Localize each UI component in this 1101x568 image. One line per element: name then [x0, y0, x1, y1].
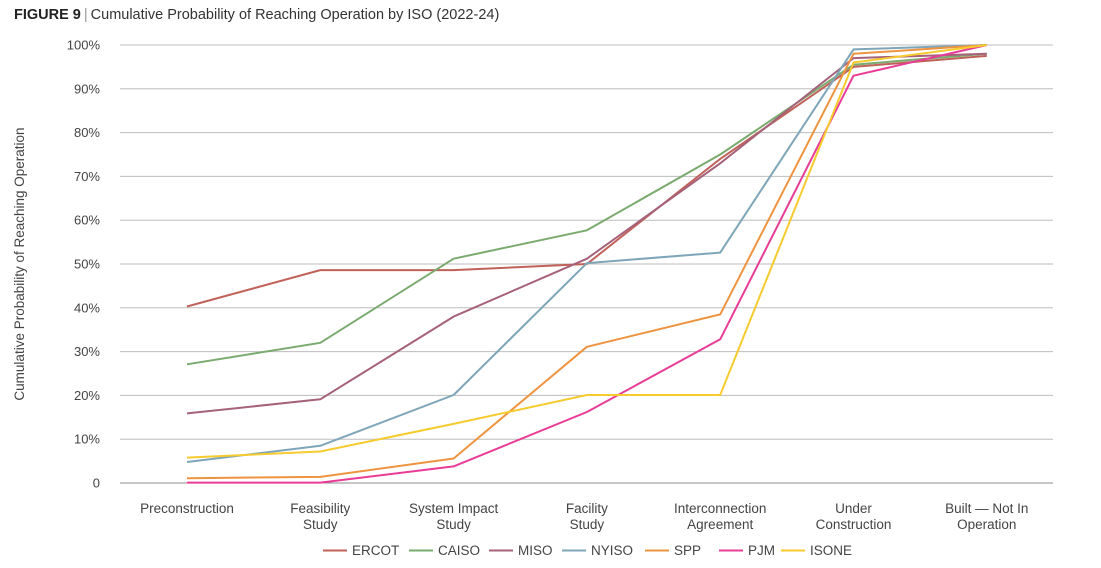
x-tick-label: Preconstruction — [140, 501, 234, 516]
y-tick-label: 70% — [74, 169, 100, 184]
legend-label-pjm: PJM — [748, 543, 775, 558]
figure-title-text: Cumulative Probability of Reaching Opera… — [90, 7, 500, 23]
x-tick-label: Feasibility Study — [290, 501, 350, 532]
x-tick-label-line: Built — Not In — [945, 501, 1028, 516]
series-line-miso — [186, 52, 987, 415]
y-tick-label: 60% — [74, 213, 100, 228]
legend-label-miso: MISO — [518, 543, 553, 558]
legend-label-isone: ISONE — [810, 543, 852, 558]
legend-label-spp: SPP — [674, 543, 701, 558]
series-line-caiso — [186, 52, 987, 366]
x-tick-label: Facility Study — [566, 501, 608, 532]
y-tick-label: 30% — [74, 344, 100, 359]
x-tick-label-line: Under — [835, 501, 872, 516]
y-tick-label: 90% — [74, 81, 100, 96]
y-axis-title: Cumulative Probability of Reaching Opera… — [12, 127, 27, 400]
legend-label-ercot: ERCOT — [352, 543, 399, 558]
x-tick-label-line: Facility — [566, 501, 608, 516]
x-tick-label-line: Construction — [816, 517, 892, 532]
x-tick-label-line: Feasibility — [290, 501, 350, 516]
x-tick-label: Built — Not In Operation — [945, 501, 1028, 532]
x-tick-label-line: System Impact — [409, 501, 499, 516]
x-tick-label-line: Study — [570, 517, 605, 532]
figure-title: FIGURE 9 | Cumulative Probability of Reach… — [14, 7, 499, 23]
y-tick-label: 0 — [93, 476, 100, 491]
figure-separator: | — [83, 7, 88, 23]
figure-label: FIGURE 9 — [14, 7, 81, 23]
y-tick-label: 80% — [74, 125, 100, 140]
y-tick-label: 40% — [74, 300, 100, 315]
series-line-isone — [186, 44, 987, 459]
x-tick-label-line: Study — [303, 517, 338, 532]
x-tick-label-line: Agreement — [687, 517, 753, 532]
legend-label-caiso: CAISO — [438, 543, 480, 558]
series-line-spp — [186, 44, 987, 480]
series-line-nyiso — [186, 44, 987, 463]
series-line-ercot — [186, 54, 987, 308]
x-tick-label: Under Construction — [816, 501, 892, 532]
x-tick-label-line: Operation — [957, 517, 1016, 532]
x-tick-label-line: Study — [436, 517, 471, 532]
y-tick-label: 10% — [74, 432, 100, 447]
y-tick-label: 50% — [74, 257, 100, 272]
y-tick-label: 20% — [74, 388, 100, 403]
x-tick-label: System Impact Study — [409, 501, 499, 532]
x-tick-label-line: Preconstruction — [140, 501, 234, 516]
series-line-pjm — [187, 44, 988, 484]
y-tick-label: 100% — [67, 38, 101, 53]
x-tick-label: Interconnection Agreement — [674, 501, 766, 532]
x-tick-label-line: Interconnection — [674, 501, 766, 516]
legend-label-nyiso: NYISO — [591, 543, 633, 558]
